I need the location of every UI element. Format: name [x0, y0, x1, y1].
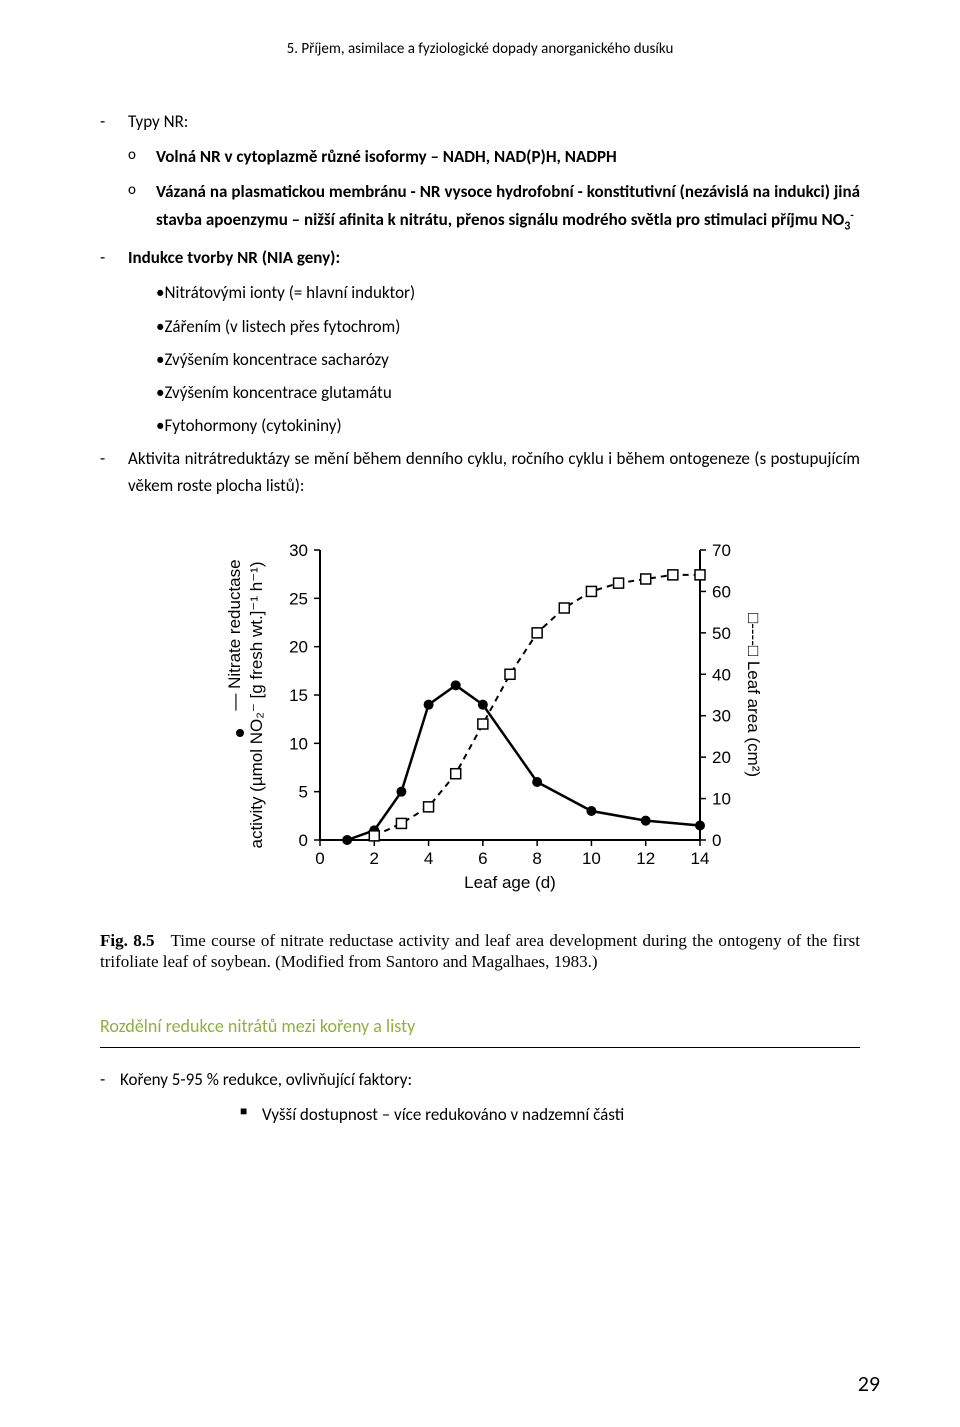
svg-text:activity (µmol NO₂⁻ [g fresh w: activity (µmol NO₂⁻ [g fresh wt.]⁻¹ h⁻¹) [247, 561, 266, 848]
subbullet-vazana: o Vázaná na plasmatickou membránu - NR v… [128, 178, 860, 236]
fig-number: Fig. 8.5 [100, 931, 154, 950]
bullet-indukce: - Indukce tvorby NR (NIA geny): [100, 244, 860, 271]
svg-text:30: 30 [289, 541, 308, 560]
svg-text:10: 10 [289, 734, 308, 753]
svg-text:12: 12 [636, 849, 655, 868]
koreny-text: Kořeny 5-95 % redukce, ovlivňující fakto… [120, 1066, 412, 1093]
svg-text:40: 40 [712, 665, 731, 684]
svg-text:□----□ Leaf area (cm²): □----□ Leaf area (cm²) [744, 613, 760, 777]
bullet-aktivita: - Aktivita nitrátreduktázy se mění během… [100, 445, 860, 499]
induction-item-4: •Zvýšením koncentrace glutamátu [156, 379, 860, 406]
page-content: - Typy NR: o Volná NR v cytoplazmě různé… [100, 108, 860, 1128]
svg-text:50: 50 [712, 623, 731, 642]
circle-marker: o [128, 143, 156, 170]
bullet-text: Typy NR: [128, 108, 860, 135]
bullet-text: Aktivita nitrátreduktázy se mění během d… [128, 445, 860, 499]
svg-text:14: 14 [691, 849, 710, 868]
svg-text:6: 6 [478, 849, 487, 868]
svg-text:30: 30 [712, 706, 731, 725]
figure-caption: Fig. 8.5 Time course of nitrate reductas… [100, 930, 860, 973]
svg-text:4: 4 [424, 849, 433, 868]
circle-marker: o [128, 178, 156, 236]
svg-text:Leaf age (d): Leaf age (d) [464, 873, 556, 892]
koreny-item: - Kořeny 5-95 % redukce, ovlivňující fak… [100, 1066, 860, 1093]
subbullet-volna: o Volná NR v cytoplazmě různé isoformy –… [128, 143, 860, 170]
svg-text:20: 20 [712, 748, 731, 767]
nitrate-reductase-chart: 0 2 4 6 8 10 12 14 Leaf age (d) 0 5 10 15 20 25 30 0 10 20… [200, 530, 760, 910]
page-header: 5. Příjem, asimilace a fyziologické dopa… [100, 40, 860, 58]
page: 5. Příjem, asimilace a fyziologické dopa… [0, 0, 960, 1427]
svg-text:20: 20 [289, 637, 308, 656]
induction-item-5: •Fytohormony (cytokininy) [156, 412, 860, 439]
fig-caption-text: Time course of nitrate reductase activit… [100, 931, 860, 971]
svg-text:2: 2 [370, 849, 379, 868]
vyssi-item: ■ Vyšší dostupnost – více redukováno v n… [240, 1101, 860, 1128]
induction-item-3: •Zvýšením koncentrace sacharózy [156, 346, 860, 373]
svg-text:5: 5 [299, 782, 308, 801]
bullet-typy-nr: - Typy NR: [100, 108, 860, 135]
bullet-text: Indukce tvorby NR (NIA geny): [128, 244, 860, 271]
dash-marker: - [100, 108, 128, 135]
subbullet-text: Vázaná na plasmatickou membránu - NR vys… [156, 178, 860, 236]
subbullet-text: Volná NR v cytoplazmě různé isoformy – N… [156, 143, 860, 170]
section-rule [100, 1047, 860, 1048]
header-title: 5. Příjem, asimilace a fyziologické dopa… [287, 40, 674, 58]
svg-text:10: 10 [582, 849, 601, 868]
no3-sub: 3 [844, 219, 850, 233]
vazana-bold: Vázaná na plasmatickou membránu - NR vys… [156, 181, 860, 229]
svg-text:10: 10 [712, 789, 731, 808]
svg-text:70: 70 [712, 541, 731, 560]
svg-text:25: 25 [289, 589, 308, 608]
dash-marker: - [100, 445, 128, 499]
svg-text:15: 15 [289, 686, 308, 705]
svg-text:0: 0 [315, 849, 324, 868]
page-number: 29 [858, 1370, 880, 1397]
square-marker: ■ [240, 1101, 262, 1128]
induction-item-2: •Zářením (v listech přes fytochrom) [156, 313, 860, 340]
induction-item-1: •Nitrátovými ionty (= hlavní induktor) [156, 279, 860, 306]
svg-text:0: 0 [299, 831, 308, 850]
no3-sup: - [850, 208, 853, 221]
svg-text:0: 0 [712, 831, 721, 850]
svg-text:8: 8 [532, 849, 541, 868]
section-heading: Rozdělní redukce nitrátů mezi kořeny a l… [100, 1012, 860, 1041]
svg-text:60: 60 [712, 582, 731, 601]
chart-container: 0 2 4 6 8 10 12 14 Leaf age (d) 0 5 10 15 20 25 30 0 10 20… [200, 530, 760, 910]
dash-marker: - [100, 1066, 120, 1093]
vyssi-text: Vyšší dostupnost – více redukováno v nad… [262, 1101, 624, 1128]
svg-text:— Nitrate reductase: — Nitrate reductase [225, 559, 244, 710]
dash-marker: - [100, 244, 128, 271]
